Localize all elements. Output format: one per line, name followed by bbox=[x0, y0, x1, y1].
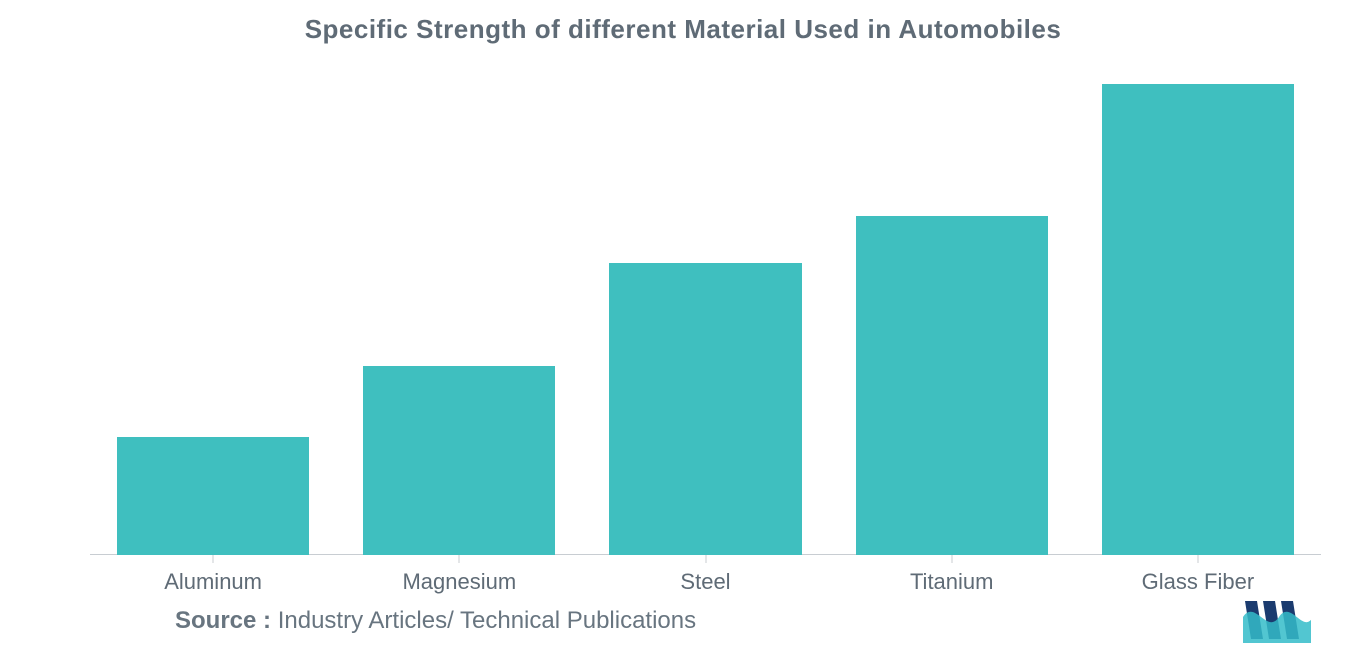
bar bbox=[609, 263, 801, 555]
x-axis-label: Magnesium bbox=[336, 555, 582, 595]
x-axis-label: Glass Fiber bbox=[1075, 555, 1321, 595]
bar bbox=[856, 216, 1048, 555]
plot-area: AluminumMagnesiumSteelTitaniumGlass Fibe… bbox=[90, 60, 1321, 555]
source-text: Industry Articles/ Technical Publication… bbox=[271, 607, 696, 634]
chart-title: Specific Strength of different Material … bbox=[0, 14, 1366, 45]
source-label: Source : bbox=[175, 607, 271, 634]
bar-slot: Glass Fiber bbox=[1075, 60, 1321, 555]
bar-slot: Magnesium bbox=[336, 60, 582, 555]
brand-logo bbox=[1241, 595, 1311, 643]
x-axis-label: Aluminum bbox=[90, 555, 336, 595]
bar bbox=[1102, 84, 1294, 555]
source-citation: Source : Industry Articles/ Technical Pu… bbox=[175, 607, 696, 635]
bar bbox=[363, 366, 555, 555]
x-axis-label: Steel bbox=[582, 555, 828, 595]
bar-slot: Steel bbox=[582, 60, 828, 555]
x-axis-label: Titanium bbox=[829, 555, 1075, 595]
bar-slot: Titanium bbox=[829, 60, 1075, 555]
bar bbox=[117, 437, 309, 555]
chart-container: Specific Strength of different Material … bbox=[0, 0, 1366, 655]
bars-group: AluminumMagnesiumSteelTitaniumGlass Fibe… bbox=[90, 60, 1321, 555]
bar-slot: Aluminum bbox=[90, 60, 336, 555]
mi-logo-icon bbox=[1241, 595, 1311, 643]
